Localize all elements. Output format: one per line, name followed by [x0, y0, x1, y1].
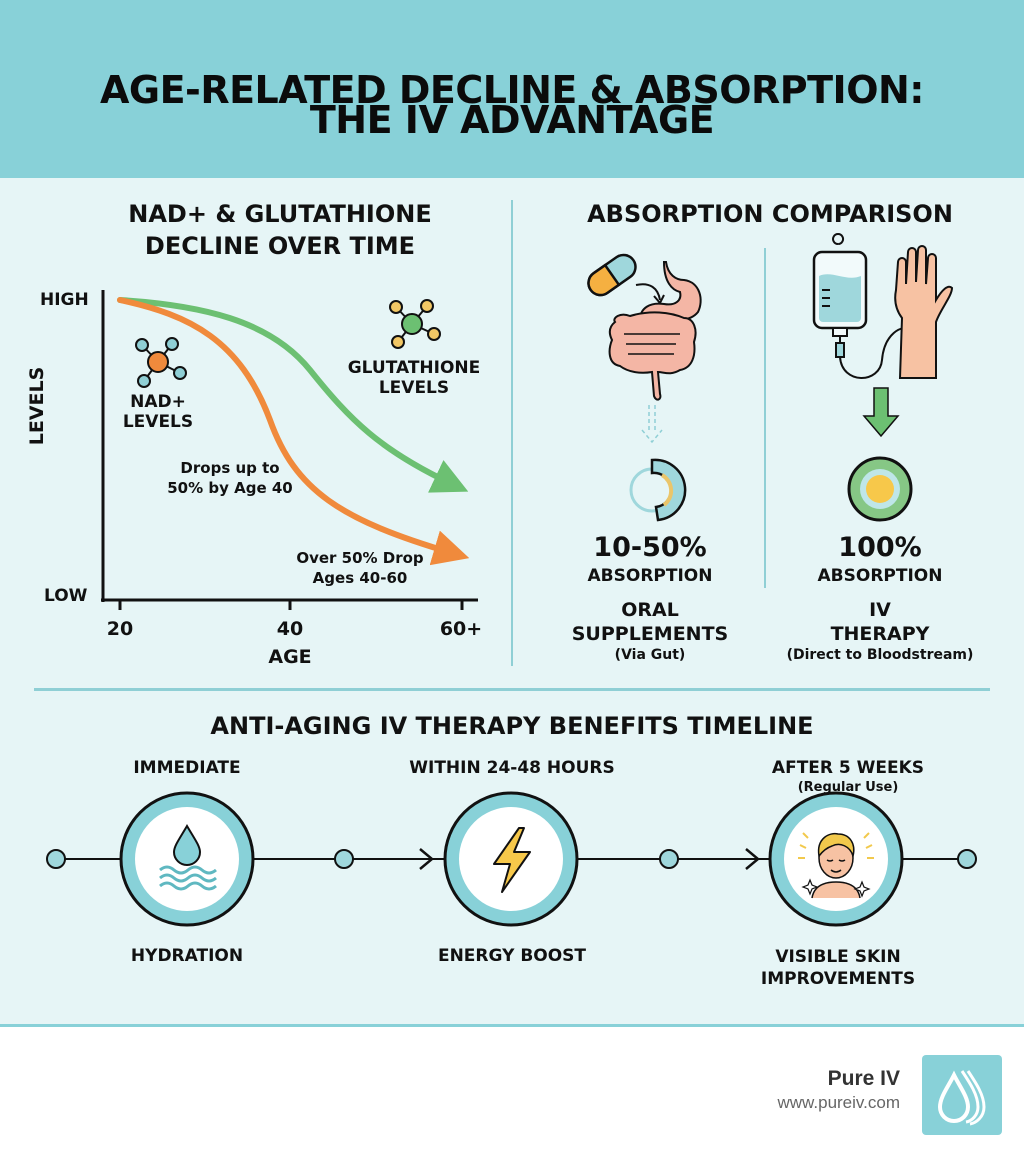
x-tick-60: 60+	[439, 618, 483, 640]
glutathione-molecule-icon	[389, 299, 441, 349]
brand-name: Pure IV	[827, 1067, 900, 1090]
energy-step-circle	[443, 791, 579, 927]
nad-series-label: NAD+ LEVELS	[112, 392, 204, 432]
absorption-title: ABSORPTION COMPARISON	[587, 200, 953, 228]
benefit-skin-line2: IMPROVEMENTS	[760, 969, 916, 989]
skin-step-circle	[768, 791, 904, 927]
timeline-when-5-weeks: AFTER 5 WEEKS	[771, 758, 925, 778]
benefit-hydration: HYDRATION	[130, 946, 244, 966]
iv-sub: (Direct to Bloodstream)	[786, 647, 974, 663]
timeline-when-24-48: WITHIN 24-48 HOURS	[409, 758, 615, 778]
benefit-skin: VISIBLE SKIN IMPROVEMENTS	[738, 946, 938, 990]
absorption-illustrations	[587, 233, 954, 522]
timeline-when-sub: (Regular Use)	[797, 780, 899, 795]
timeline-arrow-1	[419, 848, 434, 870]
decline-chart-title: NAD+ & GLUTATHIONE DECLINE OVER TIME	[40, 198, 520, 262]
curved-arrow-icon	[635, 283, 661, 301]
nad-line	[117, 297, 470, 566]
header-banner: AGE-RELATED DECLINE & ABSORPTION: THE IV…	[0, 0, 1024, 178]
nad-label-line2: LEVELS	[122, 412, 194, 432]
timeline-when-immediate: IMMEDIATE	[133, 758, 241, 778]
oral-absorption-percent: 10-50%	[593, 532, 707, 563]
decline-title-line2: DECLINE OVER TIME	[144, 232, 416, 260]
dashed-down-arrow-icon	[641, 405, 663, 444]
timeline-arrow-2	[745, 848, 760, 870]
glut-label-line2: LEVELS	[378, 378, 450, 398]
x-tick-40: 40	[276, 618, 304, 640]
main-content: NAD+ & GLUTATHIONE DECLINE OVER TIME	[0, 178, 1024, 1024]
timeline-node-1	[334, 849, 354, 869]
glowing-face-icon	[798, 832, 874, 899]
decline-title-line1: NAD+ & GLUTATHIONE	[128, 200, 432, 228]
iv-therapy-label: IV THERAPY (Direct to Bloodstream)	[770, 598, 990, 664]
annotation1-line1: Drops up to	[180, 459, 280, 477]
glut-label-line1: GLUTATHIONE	[347, 358, 481, 378]
partial-absorption-ring-icon	[629, 458, 687, 522]
benefit-energy-boost: ENERGY BOOST	[437, 946, 587, 966]
annotation-drop-40-60: Over 50% Drop Ages 40-60	[280, 548, 440, 588]
lightning-bolt-icon	[493, 827, 531, 893]
glutathione-series-label: GLUTATHIONE LEVELS	[334, 358, 494, 398]
timeline-node-end	[957, 849, 977, 869]
iv-name-line2: THERAPY	[830, 623, 930, 645]
brand-logo	[922, 1055, 1002, 1135]
oral-name-line1: ORAL	[621, 599, 679, 621]
nad-molecule-icon	[135, 337, 187, 388]
absorption-divider	[764, 248, 766, 588]
section-divider-horizontal	[34, 688, 990, 691]
water-drops-logo-icon	[937, 1070, 986, 1126]
oral-name-line2: SUPPLEMENTS	[571, 623, 729, 645]
annotation2-line2: Ages 40-60	[312, 569, 408, 587]
annotation1-line2: 50% by Age 40	[167, 479, 293, 497]
decline-line-chart	[101, 290, 478, 610]
footer: Pure IV www.pureiv.com	[0, 1024, 1024, 1154]
timeline-node-start	[46, 849, 66, 869]
green-down-arrow-icon	[862, 387, 900, 438]
annotation-drop-by-40: Drops up to 50% by Age 40	[150, 458, 310, 498]
x-tick-20: 20	[106, 618, 134, 640]
brand-url[interactable]: www.pureiv.com	[777, 1093, 901, 1112]
glutathione-line	[117, 297, 469, 493]
benefit-skin-line1: VISIBLE SKIN	[775, 947, 901, 967]
page-title-line2: THE IV ADVANTAGE	[309, 98, 715, 142]
oral-supplements-label: ORAL SUPPLEMENTS (Via Gut)	[540, 598, 760, 664]
iv-bag-icon	[812, 233, 927, 379]
iv-absorption-percent: 100%	[838, 532, 922, 563]
oral-sub: (Via Gut)	[614, 647, 686, 663]
water-drop-icon	[159, 824, 217, 891]
y-low-label: LOW	[44, 586, 88, 606]
annotation2-line1: Over 50% Drop	[296, 549, 424, 567]
timeline-graphic	[46, 791, 977, 927]
nad-label-line1: NAD+	[130, 392, 186, 412]
full-absorption-circle-icon	[847, 456, 913, 522]
timeline-title: ANTI-AGING IV THERAPY BENEFITS TIMELINE	[210, 712, 814, 740]
section-divider-vertical	[511, 200, 513, 666]
iv-name-line1: IV	[869, 599, 891, 621]
hydration-step-circle	[119, 791, 255, 927]
oral-absorption-label: ABSORPTION	[587, 566, 713, 586]
page-title-line1: AGE-RELATED DECLINE & ABSORPTION:	[100, 68, 925, 112]
iv-absorption-label: ABSORPTION	[817, 566, 943, 586]
y-high-label: HIGH	[40, 290, 89, 310]
pill-capsule-icon	[587, 253, 637, 297]
intestines-icon	[608, 311, 697, 401]
timeline-node-2	[659, 849, 679, 869]
x-axis-label: AGE	[268, 646, 312, 668]
arm-hand-icon	[894, 245, 954, 379]
